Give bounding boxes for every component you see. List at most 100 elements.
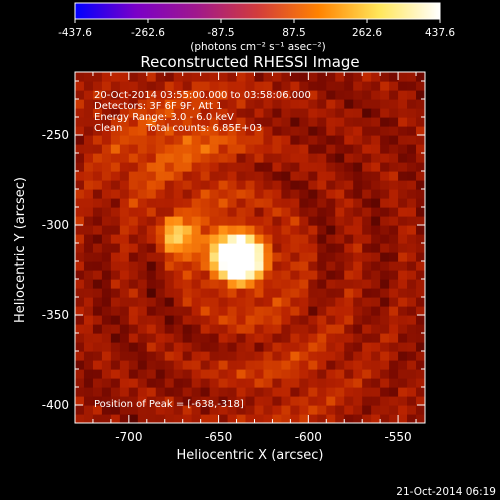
heatmap-cell bbox=[218, 378, 229, 388]
heatmap-cell bbox=[191, 225, 202, 235]
heatmap-cell bbox=[416, 234, 425, 244]
heatmap-cell bbox=[218, 306, 229, 316]
heatmap-cell bbox=[75, 270, 85, 280]
heatmap-cell bbox=[281, 288, 291, 298]
heatmap-cell bbox=[317, 108, 327, 118]
heatmap-cell bbox=[236, 315, 247, 325]
heatmap-cell bbox=[245, 387, 256, 397]
heatmap-cell bbox=[263, 81, 274, 91]
heatmap-cell bbox=[83, 234, 94, 244]
heatmap-cell bbox=[281, 108, 291, 118]
heatmap-cell bbox=[164, 252, 175, 262]
heatmap-cell bbox=[335, 297, 345, 307]
heatmap-cell bbox=[146, 342, 157, 352]
heatmap-cell bbox=[218, 252, 229, 262]
heatmap-cell bbox=[335, 252, 345, 262]
heatmap-cell bbox=[407, 153, 417, 163]
heatmap-cell bbox=[290, 288, 300, 298]
heatmap-cell bbox=[308, 324, 318, 334]
heatmap-cell bbox=[344, 414, 354, 423]
heatmap-cell bbox=[173, 81, 184, 91]
heatmap-cell bbox=[344, 144, 354, 154]
heatmap-cell bbox=[146, 369, 157, 379]
heatmap-cell bbox=[164, 126, 175, 136]
heatmap-cell bbox=[353, 72, 363, 82]
heatmap-cell bbox=[227, 198, 238, 208]
heatmap-cell bbox=[101, 261, 112, 271]
heatmap-cell bbox=[137, 234, 148, 244]
heatmap-cell bbox=[380, 279, 390, 289]
heatmap-cell bbox=[146, 360, 157, 370]
heatmap-cell bbox=[254, 414, 265, 423]
heatmap-cell bbox=[308, 117, 318, 127]
heatmap-cell bbox=[227, 288, 238, 298]
heatmap-cell bbox=[335, 180, 345, 190]
heatmap-cell bbox=[281, 270, 291, 280]
heatmap-cell bbox=[110, 333, 121, 343]
heatmap-cell bbox=[398, 153, 408, 163]
heatmap-cell bbox=[227, 81, 238, 91]
heatmap-cell bbox=[398, 405, 408, 415]
heatmap-cell bbox=[335, 405, 345, 415]
heatmap-cell bbox=[407, 396, 417, 406]
heatmap-cell bbox=[407, 171, 417, 181]
heatmap-cell bbox=[110, 126, 121, 136]
heatmap-cell bbox=[344, 126, 354, 136]
heatmap-cell bbox=[335, 198, 345, 208]
heatmap-cell bbox=[155, 414, 166, 423]
heatmap-cell bbox=[398, 306, 408, 316]
heatmap-cell bbox=[416, 396, 425, 406]
heatmap-cell bbox=[119, 324, 130, 334]
heatmap-cell bbox=[164, 414, 175, 423]
heatmap-cell bbox=[218, 261, 229, 271]
heatmap-cell bbox=[281, 360, 291, 370]
heatmap-cell bbox=[389, 297, 399, 307]
heatmap-cell bbox=[209, 252, 220, 262]
heatmap-cell bbox=[227, 324, 238, 334]
annotation-total-counts: Total counts: 6.85E+03 bbox=[145, 123, 262, 134]
heatmap-cell bbox=[389, 261, 399, 271]
heatmap-cell bbox=[335, 162, 345, 172]
heatmap-cell bbox=[317, 126, 327, 136]
heatmap-cell bbox=[290, 351, 300, 361]
heatmap-cell bbox=[218, 135, 229, 145]
heatmap-cell bbox=[209, 108, 220, 118]
heatmap-cell bbox=[398, 297, 408, 307]
heatmap-cell bbox=[110, 153, 121, 163]
heatmap-cell bbox=[353, 252, 363, 262]
heatmap-cell bbox=[317, 270, 327, 280]
heatmap-cell bbox=[344, 333, 354, 343]
heatmap-cell bbox=[236, 153, 247, 163]
heatmap-cell bbox=[335, 144, 345, 154]
heatmap-cell bbox=[119, 342, 130, 352]
heatmap-cell bbox=[155, 225, 166, 235]
heatmap-cell bbox=[137, 81, 148, 91]
heatmap-cell bbox=[92, 234, 103, 244]
heatmap-cell bbox=[83, 315, 94, 325]
heatmap-cell bbox=[110, 135, 121, 145]
heatmap-cell bbox=[371, 414, 381, 423]
heatmap-cell bbox=[236, 243, 247, 253]
heatmap-cell bbox=[272, 99, 283, 109]
heatmap-cell bbox=[416, 72, 425, 82]
heatmap-cell bbox=[164, 387, 175, 397]
heatmap-cell bbox=[155, 243, 166, 253]
heatmap-cell bbox=[308, 198, 318, 208]
heatmap-cell bbox=[137, 387, 148, 397]
heatmap-cell bbox=[191, 72, 202, 82]
heatmap-cell bbox=[119, 99, 130, 109]
heatmap-cell bbox=[137, 279, 148, 289]
heatmap-cell bbox=[83, 369, 94, 379]
heatmap-cell bbox=[110, 306, 121, 316]
heatmap-cell bbox=[146, 72, 157, 82]
heatmap-cell bbox=[155, 369, 166, 379]
heatmap-cell bbox=[335, 243, 345, 253]
heatmap-cell bbox=[362, 216, 372, 226]
heatmap-cell bbox=[182, 324, 193, 334]
heatmap-cell bbox=[245, 324, 256, 334]
heatmap-cell bbox=[281, 405, 291, 415]
heatmap-cell bbox=[236, 225, 247, 235]
heatmap-cell bbox=[416, 252, 425, 262]
heatmap-cell bbox=[362, 342, 372, 352]
heatmap-cell bbox=[335, 117, 345, 127]
